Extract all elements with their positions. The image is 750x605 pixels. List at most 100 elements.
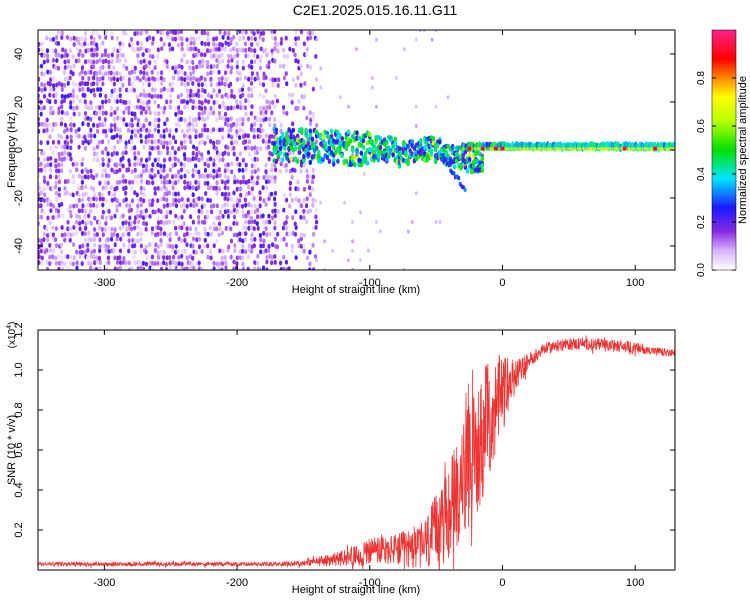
spectrogram-cell <box>273 163 277 169</box>
spectrogram-cell <box>51 150 55 156</box>
spectrogram-cell <box>75 94 79 100</box>
spectrogram-cell <box>195 146 199 152</box>
spectrogram-cell <box>450 145 455 151</box>
spectrogram-cell <box>239 186 243 192</box>
spectrogram-cell <box>241 92 245 98</box>
spectrogram-cell <box>104 30 108 35</box>
spectrogram-cell <box>252 31 256 36</box>
spectrogram-cell <box>268 231 272 237</box>
spectrogram-cell <box>121 232 125 238</box>
spectrogram-cell <box>279 128 283 134</box>
spectrogram-cell <box>80 180 84 185</box>
spectrogram-cell <box>127 260 131 266</box>
spectrogram-cell <box>282 63 286 69</box>
spectrogram-cell <box>192 265 196 270</box>
snr-multiplier-close: ) <box>7 322 18 325</box>
spectrogram-cell <box>253 48 257 54</box>
spectrogram-cell <box>176 267 181 270</box>
spectrogram-cell <box>282 236 286 242</box>
spectrogram-cell <box>331 161 336 167</box>
spectrogram-cell <box>104 243 108 249</box>
spectrogram-cell <box>288 180 292 186</box>
spectrogram-cell <box>144 77 148 82</box>
spectrogram-cell <box>57 168 61 174</box>
spectrogram-cell <box>106 180 110 186</box>
spectrogram-cell <box>171 185 175 191</box>
spectrogram-cell <box>118 167 122 173</box>
spectrogram-cell <box>93 92 97 98</box>
spectrogram-cell <box>129 207 133 213</box>
spectrogram-cell <box>311 202 315 208</box>
spectrogram-cell <box>258 190 262 196</box>
spectrogram-cell <box>235 64 239 70</box>
spectrogram-cell <box>180 41 184 47</box>
spectrogram-cell <box>195 64 199 70</box>
spectrogram-cell <box>319 200 323 205</box>
spectrogram-cell <box>104 58 108 64</box>
spectrogram-cell <box>52 161 56 167</box>
spectrogram-cell <box>308 121 313 127</box>
spectrogram-cell <box>112 81 116 87</box>
spectrogram-cell <box>135 208 140 214</box>
spectrogram-cell <box>168 151 172 157</box>
spectrogram-cell <box>192 36 196 42</box>
spectrogram-cell <box>275 98 280 104</box>
spectrogram-cell <box>106 244 110 250</box>
spectrogram-cell <box>302 41 306 47</box>
spectrogram-cell <box>179 140 184 146</box>
spectrogram-cell <box>242 35 246 41</box>
spectrogram-cell <box>197 169 201 175</box>
spectrogram-cell <box>165 232 169 238</box>
spectrogram-cell <box>95 76 99 82</box>
spectrogram-cell <box>232 203 236 209</box>
spectrogram-cell <box>186 157 190 163</box>
spectrogram-cell <box>63 150 67 156</box>
spectrogram-cell <box>189 36 193 42</box>
spectrogram-cell <box>267 116 272 122</box>
spectrogram-cell <box>265 105 269 110</box>
spectrogram-cell <box>153 248 157 253</box>
spectrogram-cell <box>305 115 309 121</box>
spectrogram-cell <box>103 117 107 122</box>
spectrogram-cell <box>230 169 234 175</box>
spectrogram-cell <box>147 133 151 139</box>
spectrogram-cell <box>408 148 412 154</box>
spectrogram-cell <box>302 243 306 249</box>
spectrogram-cell <box>185 231 189 237</box>
spectrogram-cell <box>51 37 56 42</box>
spectrogram-cell <box>40 255 44 261</box>
spectrogram-cell <box>215 215 219 221</box>
spectrogram-cell <box>101 209 105 215</box>
spectrogram-cell <box>185 59 189 65</box>
spectrogram-cell <box>300 129 304 135</box>
spectrogram-cell <box>305 168 309 174</box>
spectrogram-cell <box>124 190 128 196</box>
spectrogram-cell <box>291 48 295 53</box>
spectrogram-cell <box>189 202 193 208</box>
spectrogram-cell <box>62 83 67 88</box>
spectrogram-cell <box>69 115 73 121</box>
spectrogram-cell <box>83 174 87 180</box>
spectrogram-cell <box>177 76 181 81</box>
spectrogram-cell <box>106 53 110 59</box>
spectrogram-cell <box>145 104 149 110</box>
spectrogram-cell <box>270 167 274 173</box>
spectrogram-cell <box>273 254 277 259</box>
spectrogram-cell <box>147 48 151 53</box>
spectrogram-cell <box>136 98 141 104</box>
spectrogram-cell <box>279 40 283 46</box>
spectrogram-cell <box>101 157 105 163</box>
spectrogram-cell <box>60 93 64 99</box>
spectrogram-cell <box>302 232 306 238</box>
spectrogram-cell <box>250 191 254 197</box>
spectrogram-cell <box>238 71 242 76</box>
spectrogram-cell <box>101 71 105 77</box>
spectrogram-cell <box>299 244 303 249</box>
spectrogram-cell <box>107 59 111 65</box>
spectrogram-cell <box>235 209 239 214</box>
spectrogram-cell <box>133 167 137 173</box>
spectrogram-cell <box>122 63 126 69</box>
spectrogram-cell <box>173 150 177 156</box>
spectrogram-cell <box>86 87 90 92</box>
spectrogram-cell <box>189 88 193 94</box>
